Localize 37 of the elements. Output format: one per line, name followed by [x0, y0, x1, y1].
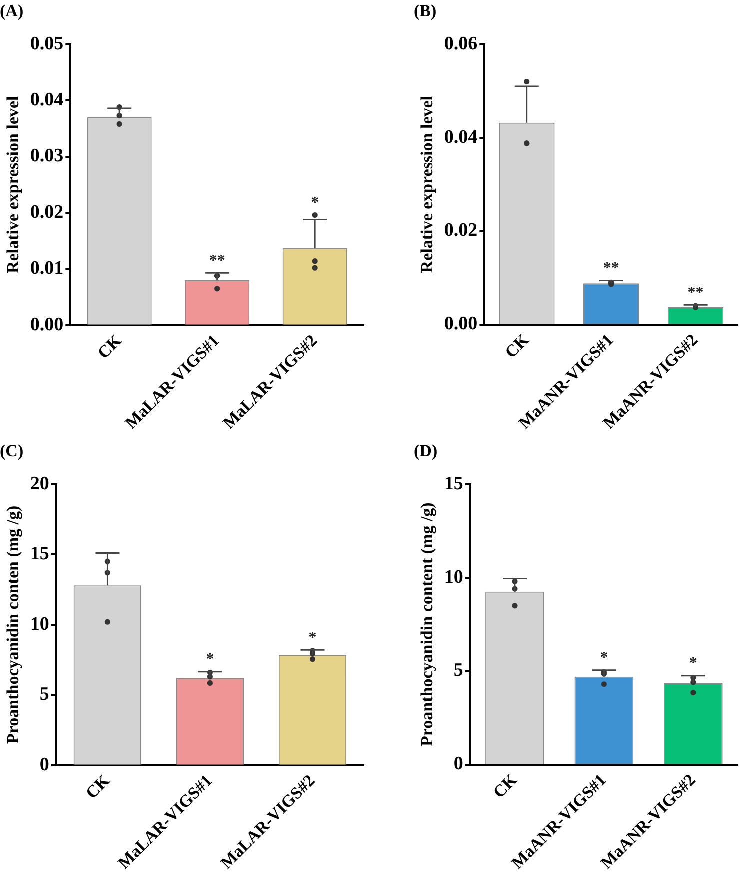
- y-tick-label: 0.00: [30, 314, 64, 336]
- chart-title: (D): [414, 442, 438, 461]
- y-axis-title: Relative expression level: [4, 96, 23, 274]
- annotation: **: [688, 284, 704, 302]
- y-axis-title: Relative expression level: [418, 96, 437, 274]
- annotation: *: [689, 655, 698, 672]
- y-tick-label: 0: [454, 754, 464, 775]
- y-tick-label: 15: [30, 544, 50, 565]
- y-tick-label: 0.05: [30, 33, 64, 54]
- chart-title: (C): [0, 442, 24, 461]
- annotation: **: [209, 252, 226, 270]
- y-tick-label: 0.04: [444, 126, 478, 148]
- chart-title: (B): [414, 2, 437, 21]
- y-axis-title: Proanthocyanidin conten (mg /g): [4, 506, 23, 744]
- y-tick-label: 10: [30, 614, 50, 635]
- chart-title: (A): [0, 2, 24, 21]
- y-tick-label: 5: [40, 684, 50, 706]
- x-tick-label: CK: [82, 770, 114, 803]
- y-tick-label: 10: [444, 566, 464, 588]
- y-tick-label: 15: [444, 473, 464, 494]
- y-tick-label: 0.04: [30, 90, 64, 111]
- y-tick-label: 0.03: [30, 146, 64, 167]
- annotation: *: [206, 651, 214, 668]
- y-tick-label: 0.01: [30, 258, 64, 280]
- y-tick-label: 0: [40, 754, 50, 776]
- y-tick-label: 20: [30, 473, 50, 494]
- y-tick-label: 0.06: [444, 33, 478, 54]
- annotation: **: [603, 260, 620, 277]
- y-tick-label: 0.02: [30, 202, 64, 223]
- annotation: *: [308, 629, 317, 646]
- annotation: *: [311, 194, 320, 212]
- x-tick-label: CK: [94, 330, 126, 363]
- y-tick-label: 0.00: [444, 314, 478, 335]
- annotation: *: [600, 650, 608, 667]
- y-tick-label: 0.02: [444, 220, 478, 242]
- y-tick-label: 5: [454, 660, 464, 682]
- y-axis-title: Proanthocyanidin content (mg /g): [418, 502, 437, 746]
